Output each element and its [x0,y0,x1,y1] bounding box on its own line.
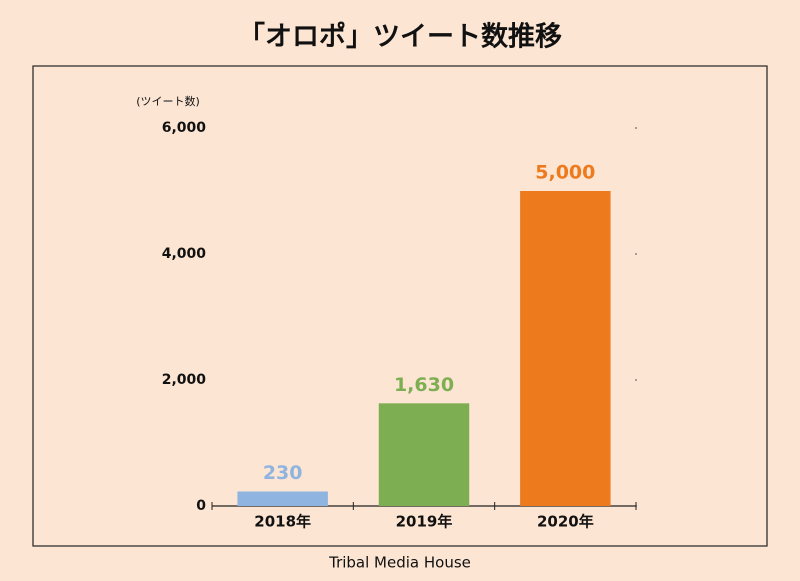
x-tick-label: 2018年 [254,513,311,531]
bar [520,191,611,506]
value-label: 230 [263,462,303,484]
chart-title: 「オロポ」ツイート数推移 [238,21,562,53]
value-label: 5,000 [535,162,595,184]
y-axis-label: (ツイート数) [136,95,200,108]
y-tick-label: 2,000 [162,372,207,388]
source-note: Tribal Media House [328,554,471,572]
value-label: 1,630 [394,374,454,396]
x-tick-label: 2020年 [537,513,594,531]
bar [237,491,328,506]
y-tick-label: 6,000 [162,120,207,136]
x-tick-label: 2019年 [396,513,453,531]
chart-frame [32,65,768,547]
y-tick-label: 0 [196,498,206,514]
y-tick-label: 4,000 [162,246,207,262]
bar [378,403,470,506]
